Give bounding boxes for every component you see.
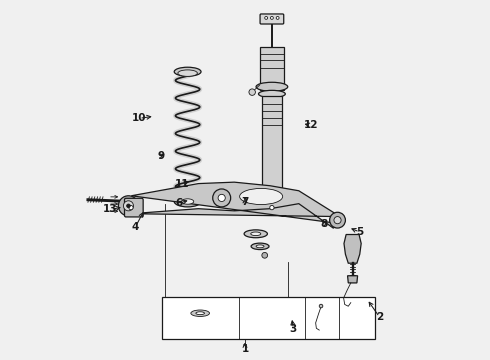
Circle shape xyxy=(123,201,133,211)
Polygon shape xyxy=(347,276,358,283)
Circle shape xyxy=(276,17,279,19)
Ellipse shape xyxy=(181,199,194,204)
Text: 8: 8 xyxy=(320,219,327,229)
Ellipse shape xyxy=(174,67,201,76)
Ellipse shape xyxy=(191,310,210,316)
Polygon shape xyxy=(131,182,341,228)
Text: 3: 3 xyxy=(290,324,297,334)
Polygon shape xyxy=(344,234,361,263)
Ellipse shape xyxy=(251,232,261,235)
Circle shape xyxy=(270,198,274,202)
Ellipse shape xyxy=(178,70,197,76)
Circle shape xyxy=(249,89,255,95)
Polygon shape xyxy=(256,189,288,212)
Bar xyxy=(162,297,375,338)
Circle shape xyxy=(126,204,130,208)
Circle shape xyxy=(319,304,323,308)
Ellipse shape xyxy=(240,188,283,204)
Circle shape xyxy=(129,206,133,210)
Polygon shape xyxy=(262,96,282,189)
Text: 5: 5 xyxy=(356,227,364,237)
Ellipse shape xyxy=(196,312,204,315)
Text: 2: 2 xyxy=(376,312,383,322)
FancyBboxPatch shape xyxy=(124,198,143,217)
Circle shape xyxy=(265,17,268,19)
Ellipse shape xyxy=(174,196,201,207)
Text: 1: 1 xyxy=(242,343,248,354)
Polygon shape xyxy=(260,47,284,90)
Text: 10: 10 xyxy=(132,113,147,123)
Circle shape xyxy=(262,252,268,258)
Text: 13: 13 xyxy=(103,204,118,215)
Circle shape xyxy=(270,17,273,19)
Ellipse shape xyxy=(256,245,264,248)
Circle shape xyxy=(218,194,225,202)
FancyBboxPatch shape xyxy=(260,14,284,24)
Ellipse shape xyxy=(244,230,268,238)
Text: 7: 7 xyxy=(241,197,249,207)
Ellipse shape xyxy=(259,90,285,98)
Text: 4: 4 xyxy=(132,222,139,231)
Text: 12: 12 xyxy=(304,121,319,130)
Circle shape xyxy=(270,206,274,210)
Ellipse shape xyxy=(251,243,269,249)
Text: 11: 11 xyxy=(175,179,190,189)
Circle shape xyxy=(334,217,341,224)
Circle shape xyxy=(330,212,345,228)
Circle shape xyxy=(119,196,139,216)
Circle shape xyxy=(213,189,231,207)
Text: 6: 6 xyxy=(175,198,182,208)
Ellipse shape xyxy=(256,82,288,91)
Text: 9: 9 xyxy=(157,150,164,161)
